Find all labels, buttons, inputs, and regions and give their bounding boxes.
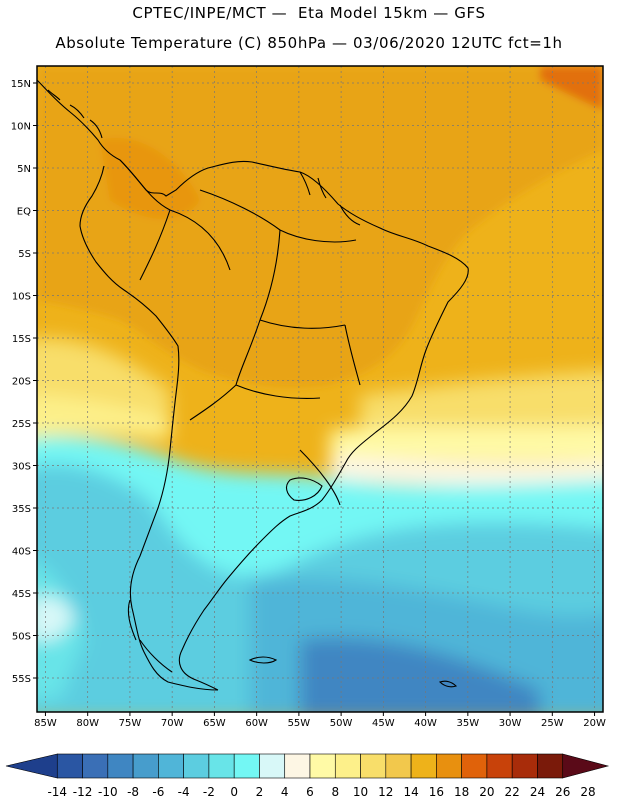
lat-tick-label: 40S [12,547,31,558]
temperature-colorbar: -14 -12 -10 -8 -6 -4 -2 0 2 4 6 8 10 12 14 16 18 20 22 24 26… [5,753,610,799]
lat-tick-label: 25S [12,419,31,430]
lon-tick-label: 50W [330,718,353,729]
colorbar-label: 10 [353,785,368,799]
lat-tick-label: 10S [12,292,31,303]
lon-tick-label: 55W [288,718,311,729]
colorbar-label: 6 [306,785,314,799]
colorbar-label: 14 [403,785,418,799]
lon-tick-label: 75W [119,718,142,729]
lat-tick-label: 35S [12,504,31,515]
colorbar-swatch [410,753,437,779]
colorbar-swatch [385,753,412,779]
colorbar-swatch [5,753,58,779]
colorbar-label: -12 [73,785,93,799]
colorbar-label: 2 [256,785,264,799]
colorbar-swatch [259,753,286,779]
lon-tick-label: 25W [541,718,564,729]
colorbar-label: 0 [230,785,238,799]
lon-tick-label: 40W [414,718,437,729]
longitude-labels: 85W 80W 75W 70W 65W 60W 55W 50W 45W 40W 35W 30W 25W 2… [34,712,606,729]
colorbar-label: 24 [530,785,545,799]
colorbar-label: 22 [505,785,520,799]
lat-tick-label: 5N [17,164,31,175]
colorbar-swatch [132,753,159,779]
lon-tick-label: 80W [76,718,99,729]
colorbar-label: -2 [203,785,215,799]
colorbar-swatch [284,753,311,779]
colorbar-label: -4 [178,785,190,799]
colorbar-swatch [107,753,134,779]
colorbar-swatch [208,753,235,779]
lon-tick-label: 30W [499,718,522,729]
lat-tick-label: 30S [12,462,31,473]
lat-lon-gridlines [37,66,603,712]
colorbar-label: 28 [580,785,595,799]
lon-tick-label: 65W [203,718,226,729]
colorbar-label: 12 [378,785,393,799]
colorbar-label: -10 [98,785,118,799]
lon-tick-label: 45W [372,718,395,729]
colorbar-swatch [82,753,109,779]
colorbar-swatch [486,753,513,779]
colorbar-label: -8 [127,785,139,799]
colorbar-swatch [309,753,336,779]
colorbar-label: 26 [555,785,570,799]
lon-tick-label: 35W [457,718,480,729]
colorbar-swatch [436,753,462,779]
colorbar-swatch [511,753,538,779]
lat-tick-label: 10N [11,122,31,133]
colorbar-label: 18 [454,785,469,799]
latitude-labels: 15N 10N 5N EQ 5S 10S 15S 20S 25S 30S 35S 40S 45S 50S 5… [11,79,37,685]
colorbar-swatch [183,753,210,779]
title-line-2: Absolute Temperature (C) 850hPa — 03/06/… [55,34,563,52]
colorbar-swatch [56,753,83,779]
colorbar-swatch [360,753,387,779]
colorbar-label: 20 [479,785,494,799]
lat-tick-label: 15N [11,79,31,90]
lon-tick-label: 70W [161,718,184,729]
lon-tick-label: 60W [245,718,268,729]
colorbar-swatch [461,753,488,779]
colorbar-swatch [158,753,184,779]
lat-tick-label: 50S [12,632,31,643]
colorbar-label: 4 [281,785,289,799]
lat-tick-label: 5S [18,249,31,260]
coastlines [37,79,469,691]
colorbar-label: -6 [152,785,164,799]
temperature-field [37,66,603,712]
lon-tick-label: 85W [34,718,57,729]
colorbar-swatch [537,753,564,779]
plot-frame [36,65,604,713]
lon-tick-label: 20W [583,718,606,729]
lat-tick-label: 55S [12,674,31,685]
colorbar-swatch [233,753,260,779]
colorbar-swatch [334,753,361,779]
colorbar-swatch [562,753,610,779]
title-line-1: CPTEC/INPE/MCT — Eta Model 15km — GFS [132,4,486,22]
colorbar-label: 16 [429,785,444,799]
colorbar-label: -14 [47,785,67,799]
lat-tick-label: 15S [12,334,31,345]
colorbar-label: 8 [331,785,339,799]
lat-tick-label: 45S [12,589,31,600]
lat-tick-label: 20S [12,377,31,388]
lat-tick-label: EQ [17,207,31,218]
